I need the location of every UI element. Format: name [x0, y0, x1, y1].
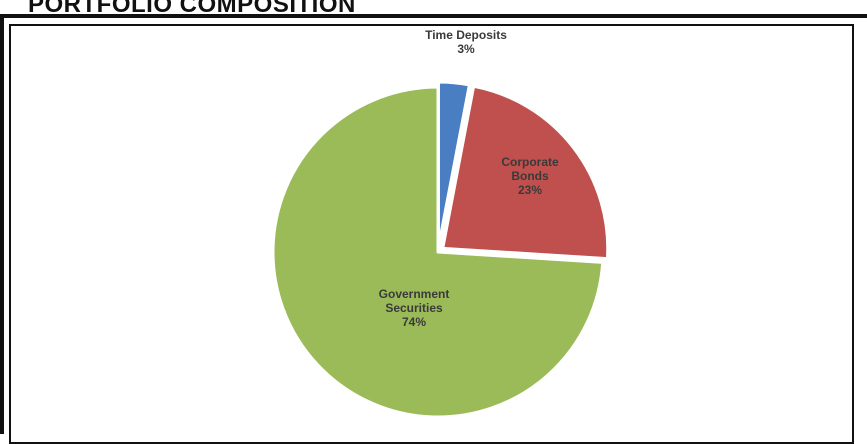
slice-name-label: Securities [385, 301, 443, 315]
pie-slice [271, 85, 605, 419]
slice-name-label: Time Deposits [425, 28, 507, 42]
slice-name-label: Bonds [511, 169, 549, 183]
page-title: PORTFOLIO COMPOSITION [28, 0, 356, 18]
outer-frame [0, 14, 867, 434]
pie-slice [436, 80, 471, 249]
slice-name-label: Government [379, 287, 450, 301]
slice-value-label: 74% [402, 315, 426, 329]
slice-value-label: 3% [457, 42, 475, 56]
slice-value-label: 23% [518, 183, 542, 197]
pie-slice [441, 84, 610, 261]
slice-name-label: Corporate [501, 155, 559, 169]
